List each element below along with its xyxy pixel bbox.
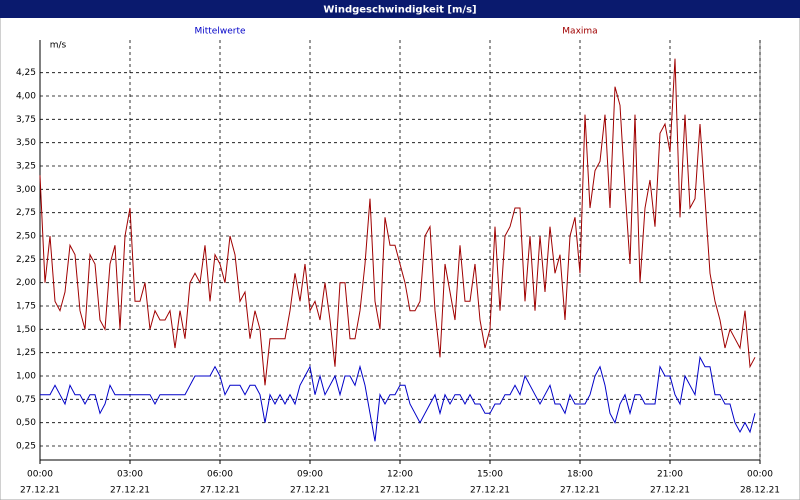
x-tick-date: 27.12.21 bbox=[110, 486, 150, 496]
y-tick-label: 1,25 bbox=[16, 348, 36, 358]
y-tick-label: 2,00 bbox=[16, 278, 36, 288]
y-tick-label: 2,75 bbox=[16, 208, 36, 218]
x-tick-label: 06:00 bbox=[207, 470, 233, 480]
x-tick-date: 27.12.21 bbox=[20, 486, 60, 496]
x-tick-date: 28.12.21 bbox=[740, 486, 780, 496]
x-tick-date: 27.12.21 bbox=[470, 486, 510, 496]
x-tick-label: 21:00 bbox=[657, 470, 683, 480]
x-tick-label: 09:00 bbox=[297, 470, 323, 480]
window-title: Windgeschwindigkeit [m/s] bbox=[323, 5, 476, 16]
y-tick-label: 2,50 bbox=[16, 232, 36, 242]
x-tick-label: 18:00 bbox=[567, 470, 593, 480]
y-tick-label: 0,25 bbox=[16, 442, 36, 452]
x-tick-label: 00:00 bbox=[747, 470, 773, 480]
x-tick-label: 00:00 bbox=[27, 470, 53, 480]
x-tick-date: 27.12.21 bbox=[380, 486, 420, 496]
y-tick-label: 0,75 bbox=[16, 395, 36, 405]
x-tick-date: 27.12.21 bbox=[290, 486, 330, 496]
y-unit-label: m/s bbox=[50, 41, 67, 51]
y-tick-label: 2,25 bbox=[16, 255, 36, 265]
title-bar bbox=[0, 0, 800, 18]
x-tick-date: 27.12.21 bbox=[200, 486, 240, 496]
y-tick-label: 3,75 bbox=[16, 115, 36, 125]
y-tick-label: 3,50 bbox=[16, 138, 36, 148]
y-tick-label: 4,25 bbox=[16, 68, 36, 78]
y-tick-label: 1,50 bbox=[16, 325, 36, 335]
y-tick-label: 4,00 bbox=[16, 92, 36, 102]
series-line bbox=[39, 58, 756, 386]
y-tick-label: 1,00 bbox=[16, 372, 36, 382]
x-tick-date: 27.12.21 bbox=[650, 486, 690, 496]
y-tick-label: 3,25 bbox=[16, 162, 36, 172]
legend-label: Maxima bbox=[562, 27, 597, 37]
x-tick-label: 15:00 bbox=[477, 470, 503, 480]
y-tick-label: 3,00 bbox=[16, 185, 36, 195]
y-tick-label: 0,50 bbox=[16, 418, 36, 428]
series-line bbox=[40, 355, 756, 442]
y-tick-label: 1,75 bbox=[16, 302, 36, 312]
x-tick-label: 03:00 bbox=[117, 470, 143, 480]
x-tick-label: 12:00 bbox=[387, 470, 413, 480]
x-tick-date: 27.12.21 bbox=[560, 486, 600, 496]
legend-label: Mittelwerte bbox=[194, 27, 245, 37]
